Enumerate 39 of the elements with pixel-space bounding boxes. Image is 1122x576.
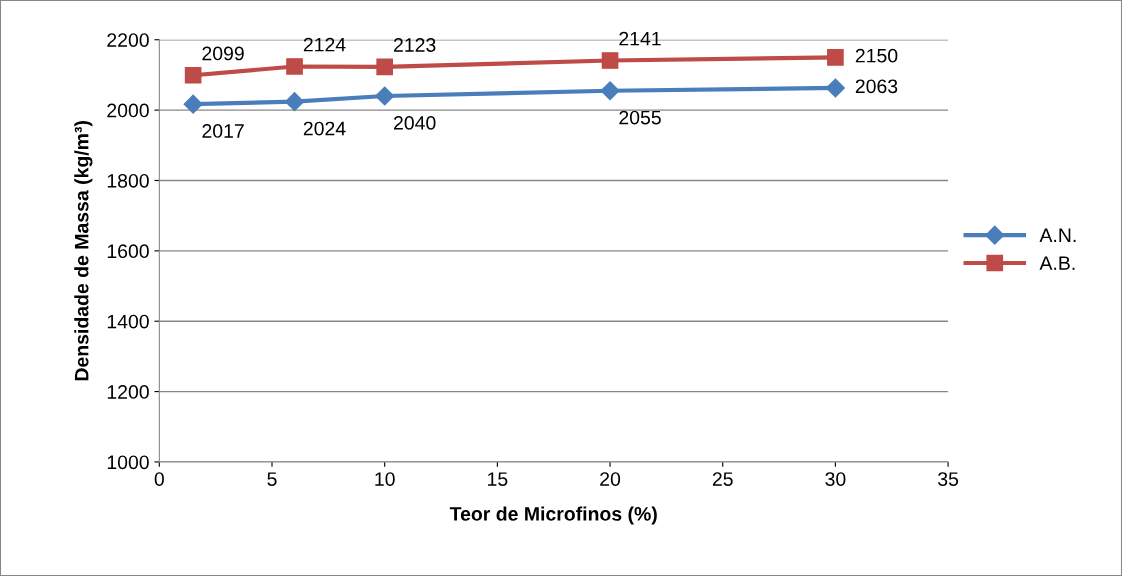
x-tick-label: 25 bbox=[712, 472, 733, 486]
data-label: 2099 bbox=[202, 46, 244, 61]
point bbox=[375, 86, 395, 106]
x-tick-label: 0 bbox=[154, 472, 164, 486]
x-tick-label: 15 bbox=[488, 472, 508, 486]
data-label: 2141 bbox=[619, 31, 661, 46]
y-tick-label: 1200 bbox=[107, 385, 149, 399]
point bbox=[601, 52, 619, 69]
data-label: 2017 bbox=[202, 124, 244, 138]
data-label: 2123 bbox=[394, 38, 436, 52]
point bbox=[376, 58, 394, 76]
x-tick-label: 35 bbox=[938, 472, 959, 486]
x-tick-label: 10 bbox=[375, 472, 395, 486]
x-axis-title: Teor de Microfinos (%) bbox=[449, 506, 657, 525]
point bbox=[825, 78, 845, 98]
point bbox=[827, 49, 844, 66]
data-label: 2040 bbox=[394, 116, 436, 130]
y-axis-title: Densidade de Massa (kg/m³) bbox=[74, 121, 93, 381]
data-label: 2024 bbox=[303, 121, 346, 136]
data-label: 2124 bbox=[303, 37, 346, 52]
data-label: 2055 bbox=[619, 110, 661, 125]
point bbox=[285, 92, 305, 112]
point bbox=[600, 81, 620, 101]
y-tick-label: 2000 bbox=[107, 103, 149, 118]
point bbox=[184, 66, 202, 84]
point bbox=[286, 58, 303, 75]
x-tick-label: 5 bbox=[267, 472, 277, 486]
y-tick-label: 1000 bbox=[107, 455, 149, 470]
data-label: 2063 bbox=[855, 79, 898, 94]
x-tick-label: 20 bbox=[600, 472, 621, 486]
legend-label: A.N. bbox=[1039, 228, 1076, 242]
y-tick-label: 2200 bbox=[107, 33, 149, 47]
point bbox=[183, 94, 203, 114]
data-label: 2150 bbox=[855, 48, 898, 63]
x-tick-label: 30 bbox=[825, 472, 846, 486]
y-tick-label: 1600 bbox=[107, 244, 149, 259]
y-tick-label: 1800 bbox=[107, 173, 149, 188]
y-tick-label: 1400 bbox=[107, 314, 149, 329]
legend-label: A.B. bbox=[1039, 256, 1075, 270]
